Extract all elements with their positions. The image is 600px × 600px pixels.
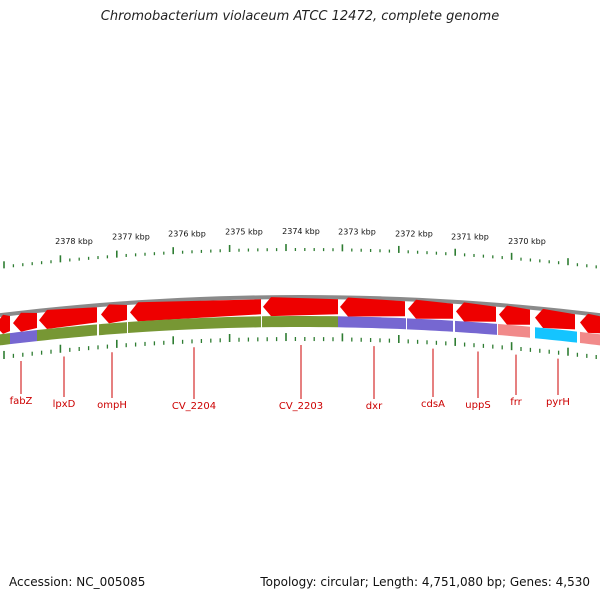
gene-labels: fabZ lpxD ompH CV_2204 CV_2203 dxr cdsA uppS frr… <box>10 345 570 412</box>
gene-label: frr <box>510 397 522 408</box>
function-segment <box>407 318 453 332</box>
scale-label: 2370 kbp <box>508 237 546 246</box>
map-title: Chromobacterium violaceum ATCC 12472, co… <box>100 9 500 24</box>
gene-label: cdsA <box>421 399 445 410</box>
gene-label: dxr <box>366 401 383 412</box>
scale-label: 2375 kbp <box>225 228 263 237</box>
gene-label: CV_2204 <box>172 401 216 412</box>
function-segment <box>455 320 497 335</box>
function-segment <box>128 316 261 334</box>
inner-tick-track <box>3 333 597 360</box>
gene-arrow <box>408 299 453 319</box>
gene-arrow <box>535 308 575 330</box>
function-segment <box>262 316 338 328</box>
genome-stats-text: Topology: circular; Length: 4,751,080 bp… <box>260 575 590 589</box>
scale-label: 2376 kbp <box>168 230 206 239</box>
gene-label: CV_2203 <box>279 401 323 412</box>
outer-tick-track <box>3 244 597 269</box>
gene-arrow <box>499 305 530 325</box>
gene-label: pyrH <box>546 397 570 408</box>
scale-label: 2374 kbp <box>282 227 320 236</box>
gene-arrow <box>456 302 496 322</box>
function-track <box>0 316 600 346</box>
gene-arrow <box>13 312 37 332</box>
function-segment <box>37 324 97 342</box>
gene-label: fabZ <box>10 396 33 407</box>
gene-arrow <box>0 314 10 334</box>
scale-label: 2372 kbp <box>395 230 433 239</box>
gene-arrow <box>580 313 600 334</box>
scale-labels: 2378 kbp 2377 kbp 2376 kbp 2375 kbp 2374 kbp… <box>55 227 546 246</box>
function-segment <box>535 327 577 343</box>
scale-label: 2377 kbp <box>112 233 150 242</box>
gene-label: lpxD <box>53 399 76 410</box>
gene-arrow <box>39 307 97 329</box>
function-segment <box>338 316 406 330</box>
gene-label: ompH <box>97 400 127 411</box>
gene-label: uppS <box>465 400 490 411</box>
gene-arrow <box>340 297 405 317</box>
backbone-track <box>0 294 600 318</box>
function-segment <box>99 322 127 336</box>
gene-track <box>0 297 600 334</box>
accession-text: Accession: NC_005085 <box>9 575 146 589</box>
function-segment <box>0 333 10 346</box>
function-segment <box>498 323 530 338</box>
scale-label: 2371 kbp <box>451 233 489 242</box>
function-segment <box>10 330 37 345</box>
scale-label: 2373 kbp <box>338 228 376 237</box>
gene-arrow <box>101 304 127 324</box>
gene-arrow <box>263 297 338 317</box>
backbone-line <box>0 294 600 318</box>
function-segment <box>580 331 600 346</box>
gene-arrow <box>130 299 261 322</box>
scale-label: 2378 kbp <box>55 237 93 246</box>
